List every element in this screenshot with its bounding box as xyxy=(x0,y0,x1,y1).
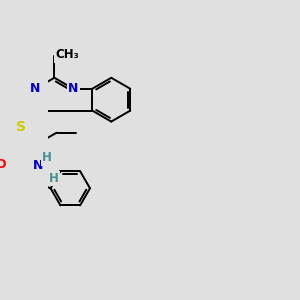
Text: H: H xyxy=(42,152,52,164)
Text: O: O xyxy=(0,158,6,172)
Text: CH₃: CH₃ xyxy=(56,48,80,61)
Text: N: N xyxy=(32,159,43,172)
Text: S: S xyxy=(16,120,26,134)
Text: N: N xyxy=(68,82,79,95)
Text: N: N xyxy=(30,82,40,95)
Text: H: H xyxy=(49,172,59,185)
